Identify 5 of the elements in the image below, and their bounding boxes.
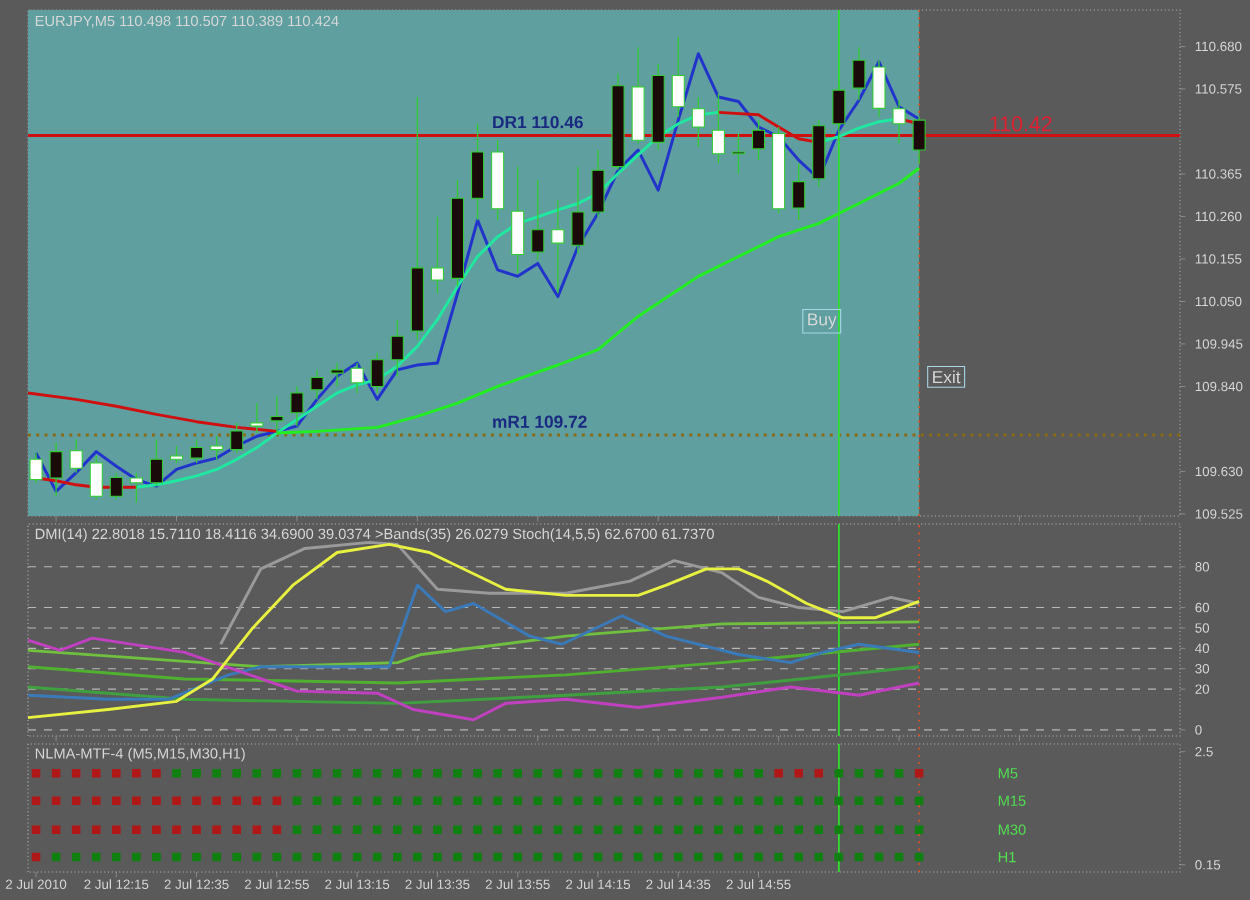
- annotation: Buy: [808, 313, 837, 329]
- ref-line-label: mR1 109.72: [493, 415, 587, 428]
- annotation: 110.42: [990, 116, 1052, 132]
- ref-line-label: DR1 110.46: [493, 116, 583, 129]
- annotation: Exit: [933, 370, 961, 384]
